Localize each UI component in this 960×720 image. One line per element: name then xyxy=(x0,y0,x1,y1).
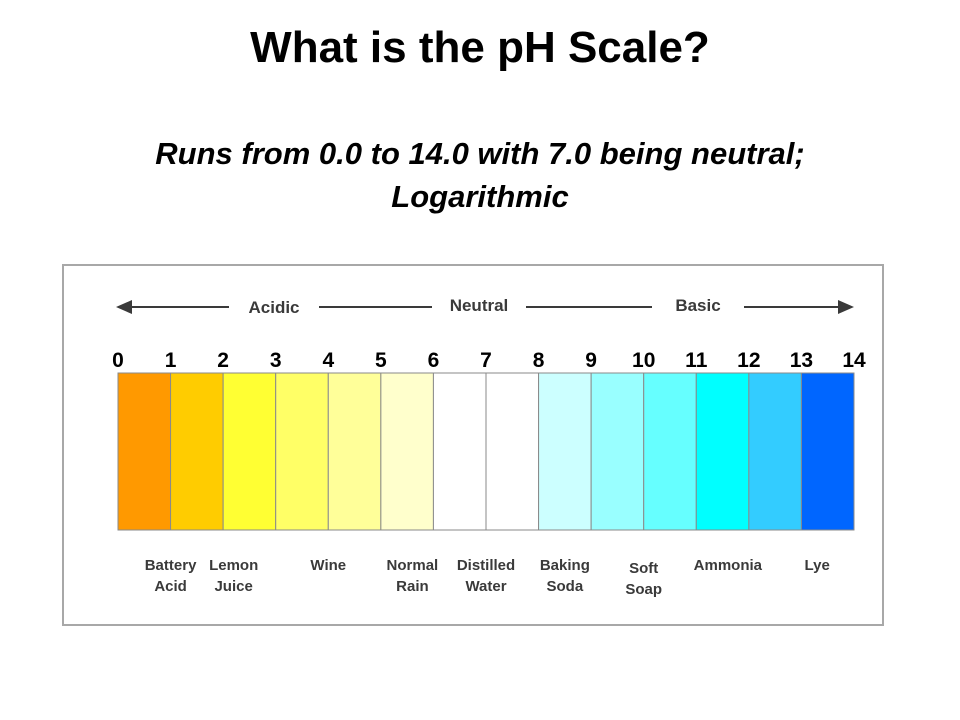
tick-label-1: 1 xyxy=(165,349,177,372)
ph-segment-8 xyxy=(538,372,592,531)
label-neutral: Neutral xyxy=(450,296,509,315)
example-label-1-line-2: Juice xyxy=(214,578,252,595)
ph-segment-13 xyxy=(800,372,855,531)
tick-label-9: 9 xyxy=(585,349,597,372)
arrow-head-right xyxy=(838,300,854,314)
ph-segment-12 xyxy=(748,372,802,531)
example-labels: Battery Acid Lemon Juice Wine Normal Rain Disti… xyxy=(145,557,830,598)
ph-segment-3 xyxy=(275,372,329,531)
color-bar xyxy=(117,372,855,531)
example-label-1-line-1: Lemon xyxy=(209,557,258,574)
ph-segment-2 xyxy=(222,372,277,531)
tick-label-6: 6 xyxy=(428,349,440,372)
example-label-0-line-2: Acid xyxy=(154,578,187,595)
example-label-5-line-1: Baking xyxy=(540,557,590,574)
tick-label-5: 5 xyxy=(375,349,387,372)
ph-segment-6 xyxy=(432,372,487,531)
ph-segment-9 xyxy=(590,372,645,531)
example-label-2-line-1: Wine xyxy=(310,557,346,574)
example-label-8-line-1: Lye xyxy=(805,557,830,574)
tick-label-10: 10 xyxy=(632,349,655,372)
example-label-6-line-2: Soap xyxy=(625,581,662,598)
example-label-7-line-1: Ammonia xyxy=(694,557,763,574)
tick-label-8: 8 xyxy=(533,349,545,372)
slide-title: What is the pH Scale? xyxy=(250,23,710,72)
arrow-head-left xyxy=(116,300,132,314)
example-label-4-line-1: Distilled xyxy=(457,557,515,574)
tick-label-11: 11 xyxy=(685,349,708,372)
tick-labels: 0 1 2 3 4 5 6 7 8 9 10 11 12 13 14 xyxy=(112,349,866,372)
ph-segment-5 xyxy=(380,372,434,531)
ph-segment-1 xyxy=(170,372,224,531)
ph-segment-11 xyxy=(695,372,750,531)
example-label-6-line-1: Soft xyxy=(629,560,658,577)
example-label-5-line-2: Soda xyxy=(547,578,584,595)
ph-scale-diagram: Acidic Neutral Basic 0 1 2 3 4 5 6 7 8 9 10 11 12 13 1… xyxy=(62,264,884,626)
ph-segment-10 xyxy=(643,372,697,531)
label-basic: Basic xyxy=(675,296,720,315)
example-label-3-line-1: Normal xyxy=(387,557,439,574)
ph-segment-0 xyxy=(117,372,172,531)
tick-label-0: 0 xyxy=(112,349,124,372)
label-acidic: Acidic xyxy=(248,298,299,317)
tick-label-3: 3 xyxy=(270,349,282,372)
tick-label-14: 14 xyxy=(842,349,866,372)
tick-label-12: 12 xyxy=(737,349,760,372)
tick-label-2: 2 xyxy=(217,349,229,372)
subtitle-line-2: Logarithmic xyxy=(391,179,569,214)
tick-label-13: 13 xyxy=(790,349,813,372)
example-label-3-line-2: Rain xyxy=(396,578,429,595)
tick-label-7: 7 xyxy=(480,349,492,372)
example-label-4-line-2: Water xyxy=(465,578,506,595)
tick-label-4: 4 xyxy=(322,349,334,372)
ph-scale-svg: Acidic Neutral Basic 0 1 2 3 4 5 6 7 8 9 10 11 12 13 1… xyxy=(112,296,866,598)
ph-segment-7 xyxy=(485,372,540,531)
example-label-0-line-1: Battery xyxy=(145,557,197,574)
subtitle-line-1: Runs from 0.0 to 14.0 with 7.0 being neu… xyxy=(155,136,805,171)
ph-segment-4 xyxy=(327,372,382,531)
slide-subtitle: Runs from 0.0 to 14.0 with 7.0 being neu… xyxy=(40,132,920,218)
